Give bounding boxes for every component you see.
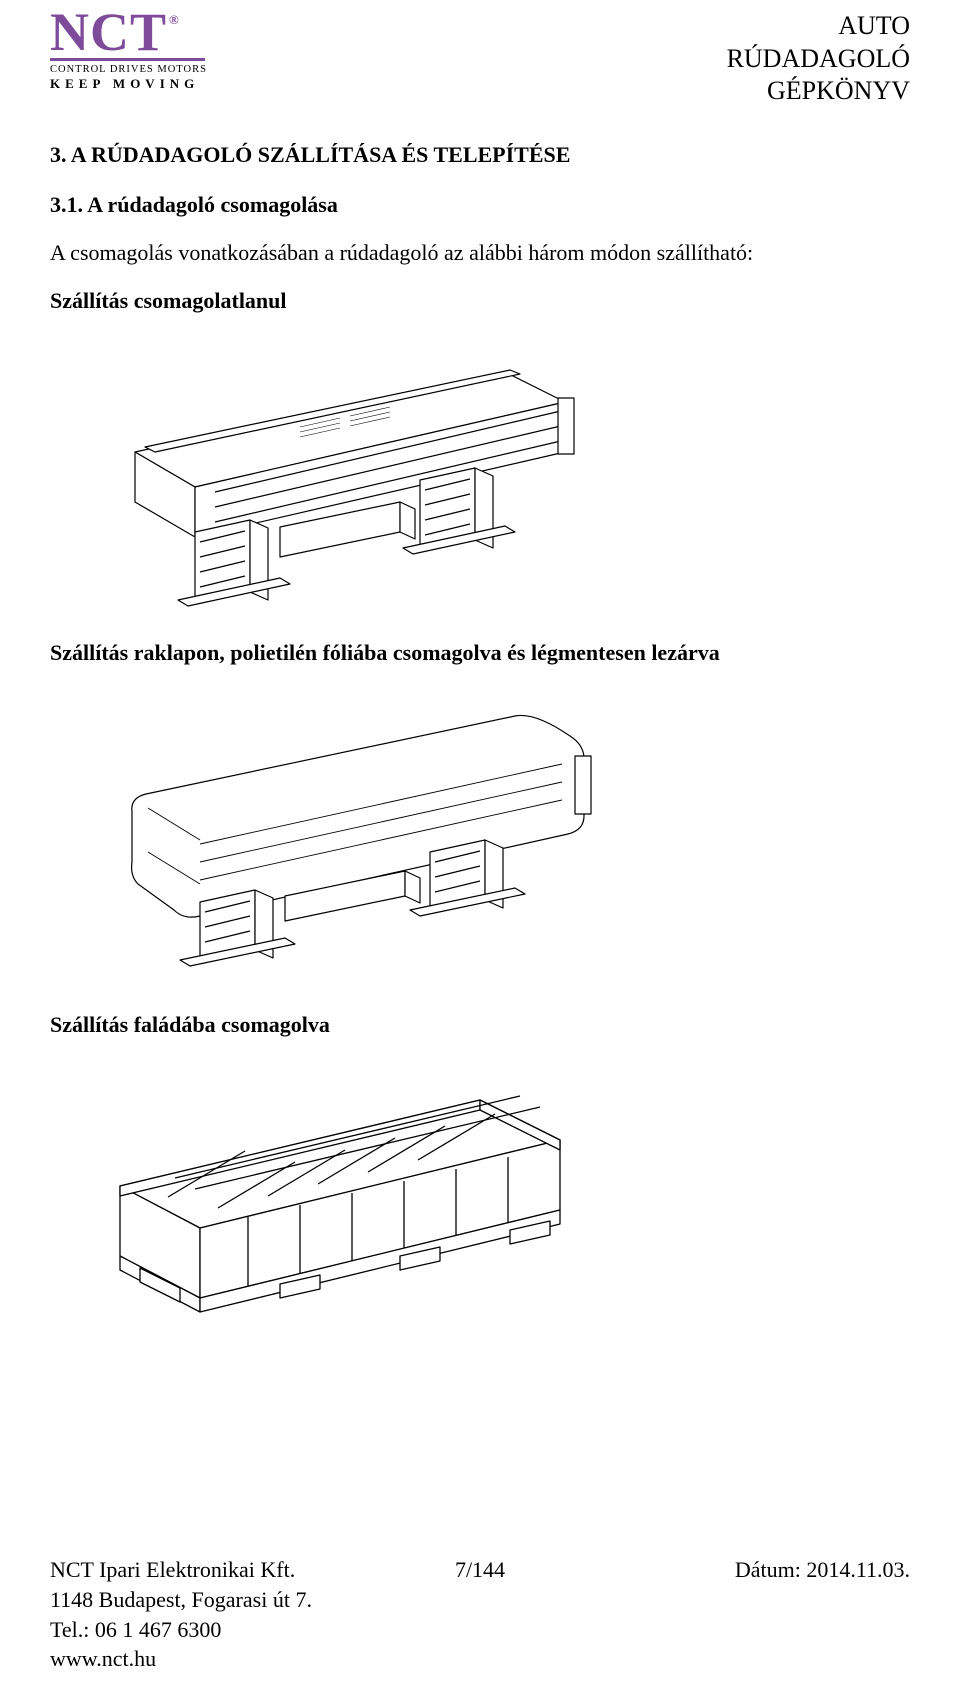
- header-title-block: AUTO RÚDADAGOLÓ GÉPKÖNYV: [727, 10, 910, 108]
- logo-subline-2: KEEP MOVING: [50, 76, 207, 92]
- header-line-1: AUTO: [727, 10, 910, 43]
- section-heading-2: 3.1. A rúdadagoló csomagolása: [50, 192, 910, 218]
- logo-brand: NCT ®: [50, 10, 207, 56]
- logo-block: NCT ® CONTROL DRIVES MOTORS KEEP MOVING: [50, 10, 207, 92]
- footer-company: NCT Ipari Elektronikai Kft.: [50, 1555, 337, 1585]
- figure-unpackaged: [50, 332, 910, 612]
- figure-crate: [50, 1056, 910, 1336]
- logo-registered: ®: [169, 14, 180, 25]
- header-line-2: RÚDADAGOLÓ: [727, 43, 910, 76]
- footer-date-value: 2014.11.03.: [806, 1557, 910, 1582]
- figure-wrapped-pallet: [50, 684, 910, 984]
- page-footer: NCT Ipari Elektronikai Kft. 7/144 Dátum:…: [50, 1555, 910, 1674]
- caption-3: Szállítás faládába csomagolva: [50, 1012, 910, 1038]
- logo-brand-text: NCT: [50, 10, 167, 56]
- header-line-3: GÉPKÖNYV: [727, 75, 910, 108]
- logo-subline-1: CONTROL DRIVES MOTORS: [50, 64, 207, 75]
- page-header: NCT ® CONTROL DRIVES MOTORS KEEP MOVING …: [50, 10, 910, 108]
- footer-date-label: Dátum:: [735, 1557, 807, 1582]
- caption-1: Szállítás csomagolatlanul: [50, 288, 910, 314]
- footer-telephone: Tel.: 06 1 467 6300: [50, 1615, 910, 1645]
- caption-2: Szállítás raklapon, polietilén fóliába c…: [50, 640, 910, 666]
- section-heading-1: 3. A RÚDADAGOLÓ SZÁLLÍTÁSA ÉS TELEPÍTÉSE: [50, 142, 910, 168]
- document-page: NCT ® CONTROL DRIVES MOTORS KEEP MOVING …: [0, 0, 960, 1704]
- footer-address: 1148 Budapest, Fogarasi út 7.: [50, 1585, 910, 1615]
- footer-date: Dátum: 2014.11.03.: [623, 1555, 910, 1585]
- drawing-wrapped-icon: [50, 684, 650, 984]
- drawing-unpackaged-icon: [50, 332, 610, 612]
- footer-page-number: 7/144: [337, 1555, 624, 1585]
- intro-paragraph: A csomagolás vonatkozásában a rúdadagoló…: [50, 240, 910, 266]
- drawing-crate-icon: [50, 1056, 610, 1336]
- footer-website: www.nct.hu: [50, 1644, 910, 1674]
